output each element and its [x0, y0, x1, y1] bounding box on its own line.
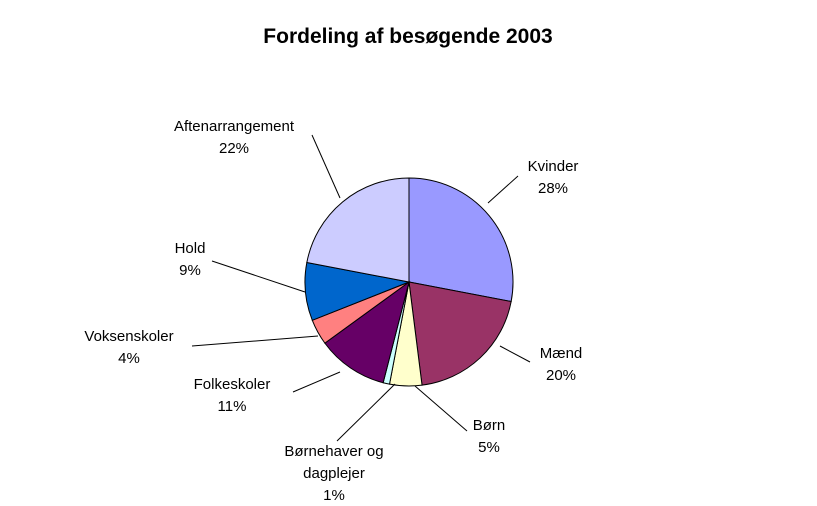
slice-label-6: Hold 9%	[175, 240, 206, 279]
leader-line-4	[292, 371, 341, 393]
slice-label-2: Børn 5%	[473, 417, 506, 456]
slice-percent: 4%	[118, 350, 140, 367]
slice-name: Mænd	[540, 345, 583, 362]
slice-name: Voksenskoler	[84, 328, 173, 345]
leader-lines	[191, 134, 531, 442]
pie-slice-7	[306, 177, 410, 283]
leader-line-5	[191, 335, 319, 347]
slice-percent: 22%	[219, 140, 249, 157]
slice-label-7: Aftenarrangement 22%	[174, 118, 295, 157]
leader-line-2	[414, 385, 468, 432]
leader-line-7	[311, 134, 341, 199]
slice-percent: 5%	[478, 439, 500, 456]
slice-percent: 20%	[546, 367, 576, 384]
slice-name: dagplejer	[303, 465, 365, 482]
chart-title: Fordeling af besøgende 2003	[263, 25, 552, 48]
pie-slice-1	[408, 281, 512, 386]
slice-name: Børn	[473, 417, 506, 434]
slice-name: Aftenarrangement	[174, 118, 295, 135]
pie-slice-4	[324, 280, 410, 384]
pie-slice-0	[408, 177, 514, 303]
slice-percent: 9%	[179, 262, 201, 279]
slice-name: Hold	[175, 240, 206, 257]
slice-labels: Kvinder 28% Mænd 20% Børn 5% Børnehaver og dagp…	[84, 118, 582, 504]
slice-label-1: Mænd 20%	[540, 345, 583, 384]
slice-percent: 1%	[323, 487, 345, 504]
slice-name: Folkeskoler	[194, 376, 271, 393]
slice-name: Kvinder	[528, 158, 579, 175]
leader-line-3	[336, 383, 396, 442]
slice-name: Børnehaver og	[284, 443, 383, 460]
leader-line-6	[211, 260, 306, 293]
slice-percent: 11%	[218, 398, 247, 415]
slice-label-3: Børnehaver og dagplejer 1%	[284, 443, 383, 504]
pie-slices	[304, 177, 514, 387]
slice-percent: 28%	[538, 180, 568, 197]
slice-label-0: Kvinder 28%	[528, 158, 579, 197]
leader-line-1	[499, 345, 531, 363]
slice-label-5: Voksenskoler 4%	[84, 328, 173, 367]
leader-line-0	[487, 175, 519, 204]
slice-label-4: Folkeskoler 11%	[194, 376, 271, 415]
